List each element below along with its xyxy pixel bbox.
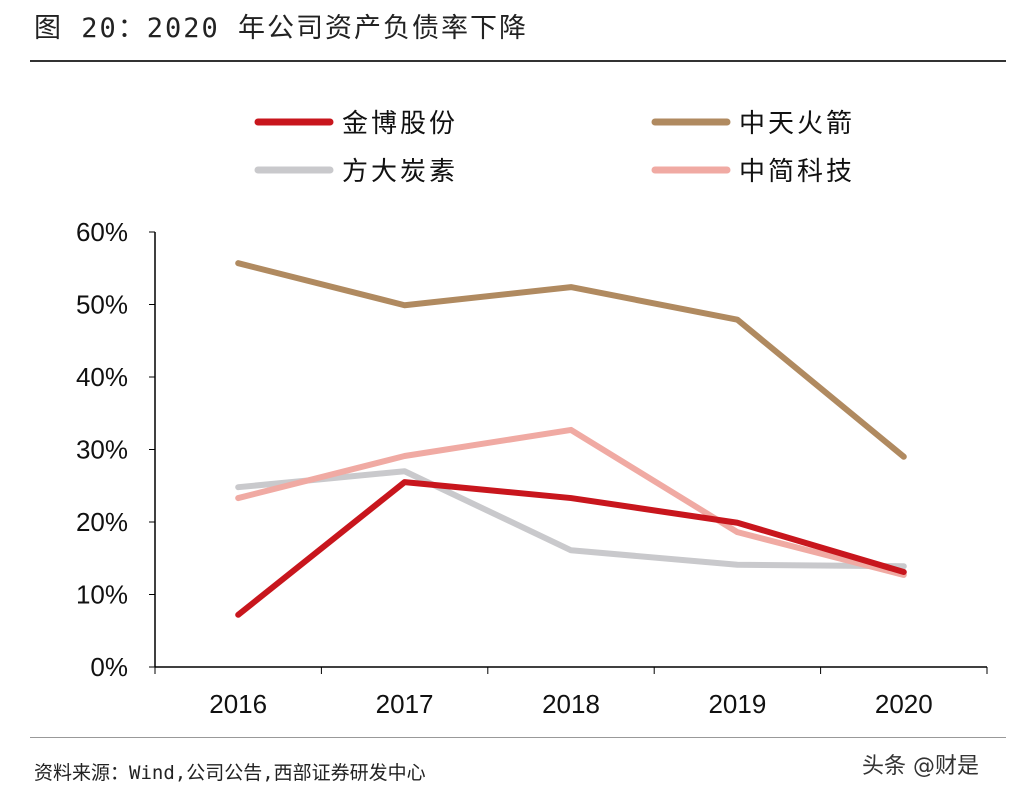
y-tick-label: 10% [76, 580, 128, 610]
y-tick-label: 0% [90, 652, 128, 682]
legend-label: 金博股份 [342, 109, 458, 139]
x-tick-label: 2020 [875, 689, 933, 719]
y-tick-label: 40% [76, 362, 128, 392]
legend-label: 方大炭素 [342, 157, 458, 187]
x-tick-label: 2017 [376, 689, 434, 719]
y-tick-label: 50% [76, 290, 128, 320]
watermark: 头条 @财是 [862, 754, 979, 779]
x-tick-label: 2019 [708, 689, 766, 719]
x-tick-label: 2018 [542, 689, 600, 719]
top-rule [30, 60, 1006, 62]
y-tick-label: 30% [76, 435, 128, 465]
bottom-rule [30, 737, 1006, 738]
y-tick-label: 20% [76, 507, 128, 537]
y-tick-label: 60% [76, 217, 128, 247]
legend-label: 中天火箭 [739, 109, 855, 139]
figure-title: 图 20：2020 年公司资产负债率下降 [34, 13, 529, 44]
legend-label: 中简科技 [739, 157, 855, 187]
source-note: 资料来源：Wind,公司公告,西部证券研发中心 [34, 762, 426, 784]
x-tick-label: 2016 [209, 689, 267, 719]
